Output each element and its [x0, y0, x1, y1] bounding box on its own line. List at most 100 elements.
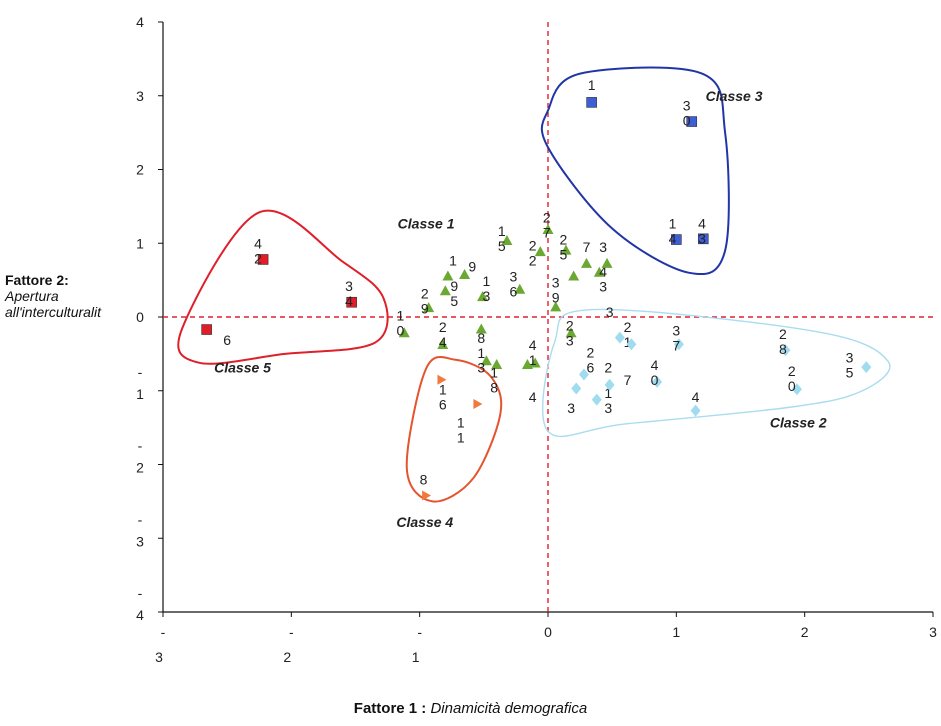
classe-1-point: [550, 301, 562, 312]
y-axis-title-bold: Fattore 2:: [5, 272, 69, 288]
classe-1-point-label: 4: [529, 337, 537, 353]
classe-5-label: Classe 5: [214, 359, 271, 375]
classe-1-point: [542, 223, 554, 234]
classe-1-label: Classe 1: [398, 216, 455, 232]
classe-1-point-label: 3: [599, 278, 607, 294]
classe-3-point: [697, 233, 709, 245]
y-tick-label: -: [138, 364, 143, 380]
classe-2-point: [626, 338, 637, 351]
classe-1-point: [501, 235, 513, 246]
classe-2-point-label: 3: [604, 400, 612, 416]
x-tick-label: 3: [155, 649, 163, 665]
classe-1-point-label: 1: [397, 308, 405, 324]
y-tick-label: 3: [136, 88, 144, 104]
classe-2-point-label: 3: [567, 400, 575, 416]
classe-1-point-label: 3: [566, 332, 574, 348]
classe-2-point: [673, 338, 684, 351]
classe-3-point-label: 1: [669, 216, 677, 232]
y-axis-title: Fattore 2: Apertura all'interculturalit: [5, 272, 101, 320]
classe-1-point-label: 7: [543, 225, 551, 241]
classe-2-point: [791, 383, 802, 396]
x-tick-label: 3: [929, 624, 937, 640]
classe-1-point-label: 3: [606, 304, 614, 320]
classe-1-point: [442, 270, 454, 281]
classe-4-hull: [405, 355, 503, 503]
classe-1-point-label: 4: [529, 389, 537, 405]
classe-2-point: [652, 375, 663, 388]
classe-1-point-label: 0: [397, 323, 405, 339]
classe-1-point-label: 1: [498, 223, 506, 239]
classe-1-point: [491, 358, 503, 369]
x-axis-title-italic: Dinamicità demografica: [430, 700, 588, 717]
classe-1-point-label: 1: [483, 273, 491, 289]
classe-3-point: [671, 234, 682, 245]
y-tick-label: 4: [136, 14, 144, 30]
classe-3-point-label: 3: [683, 98, 691, 114]
y-axis-title-line1: Apertura: [5, 288, 59, 304]
classe-5-point: [257, 254, 269, 265]
y-tick-label: 1: [136, 386, 144, 402]
classe-1-point: [475, 323, 487, 334]
classe-4-point-label: 1: [439, 381, 447, 397]
classe-1-point-label: 9: [468, 258, 476, 274]
y-tick-label: 0: [136, 309, 144, 325]
classe-5-point-label: 2: [254, 250, 262, 266]
x-tick-label: -: [161, 624, 166, 640]
classe-2-point-label: 4: [651, 357, 659, 373]
classe-1-point-label: 4: [599, 263, 607, 279]
y-tick-label: 2: [136, 460, 144, 476]
classe-2-label: Classe 2: [770, 415, 827, 431]
classe-1-point-label: 5: [450, 293, 458, 309]
classe-2-point-label: 5: [846, 365, 854, 381]
classe-1-point-label: 2: [421, 286, 429, 302]
classe-1-point-label: 8: [477, 330, 485, 346]
classe-2-hull: [542, 308, 891, 438]
classe-2-point-label: 2: [624, 319, 632, 335]
x-tick-label: 1: [672, 624, 680, 640]
x-tick-label: -: [417, 624, 422, 640]
classe-3-point-label: 1: [588, 77, 596, 93]
classe-4-point: [437, 374, 447, 385]
y-tick-label: 4: [136, 607, 144, 623]
classe-3-hull: [540, 66, 730, 276]
classe-3-point-label: 0: [683, 113, 691, 129]
classe-1-point-label: 1: [477, 345, 485, 361]
classe-3-point: [686, 116, 698, 127]
classe-1-point-label: 2: [543, 210, 551, 226]
classe-1-point: [529, 357, 541, 368]
classe-4-point: [422, 490, 432, 501]
y-tick-label: 1: [136, 235, 144, 251]
classe-1-point: [581, 257, 592, 268]
classe-1-point-label: 7: [583, 239, 591, 255]
classe-2-point-label: 4: [692, 389, 700, 405]
classe-2-point-label: 2: [779, 326, 787, 342]
classe-5-point: [201, 324, 212, 335]
classe-1-point-label: 8: [490, 379, 498, 395]
y-tick-label: 2: [136, 162, 144, 178]
classe-1-point: [480, 355, 492, 366]
classe-1-point-label: 3: [599, 239, 607, 255]
classe-5-hull: [177, 209, 389, 365]
classe-1-point: [593, 266, 605, 277]
classe-2-point: [591, 393, 602, 406]
classe-1-point: [560, 244, 572, 255]
classe-5-point-label: 4: [345, 293, 353, 309]
classe-2-point: [578, 368, 589, 381]
classe-1-point-label: 5: [560, 247, 568, 263]
classe-2-point: [571, 382, 582, 395]
classe-1-point-label: 3: [509, 269, 517, 285]
classe-2-point-label: 3: [846, 350, 854, 366]
classe-1-point: [398, 327, 410, 338]
classe-2-point: [780, 344, 791, 357]
classe-4-point-label: 6: [439, 396, 447, 412]
classe-2-point-label: 3: [672, 322, 680, 338]
classe-2-point: [861, 361, 872, 374]
x-tick-label: -: [289, 624, 294, 640]
classe-2-point-label: 2: [604, 359, 612, 375]
classe-3-point-label: 4: [698, 216, 706, 232]
y-tick-label: -: [138, 585, 143, 601]
classe-2-point-label: 2: [586, 345, 594, 361]
x-tick-label: 2: [283, 649, 291, 665]
classe-4-label: Classe 4: [396, 514, 453, 530]
classe-1-point-label: 1: [449, 252, 457, 268]
